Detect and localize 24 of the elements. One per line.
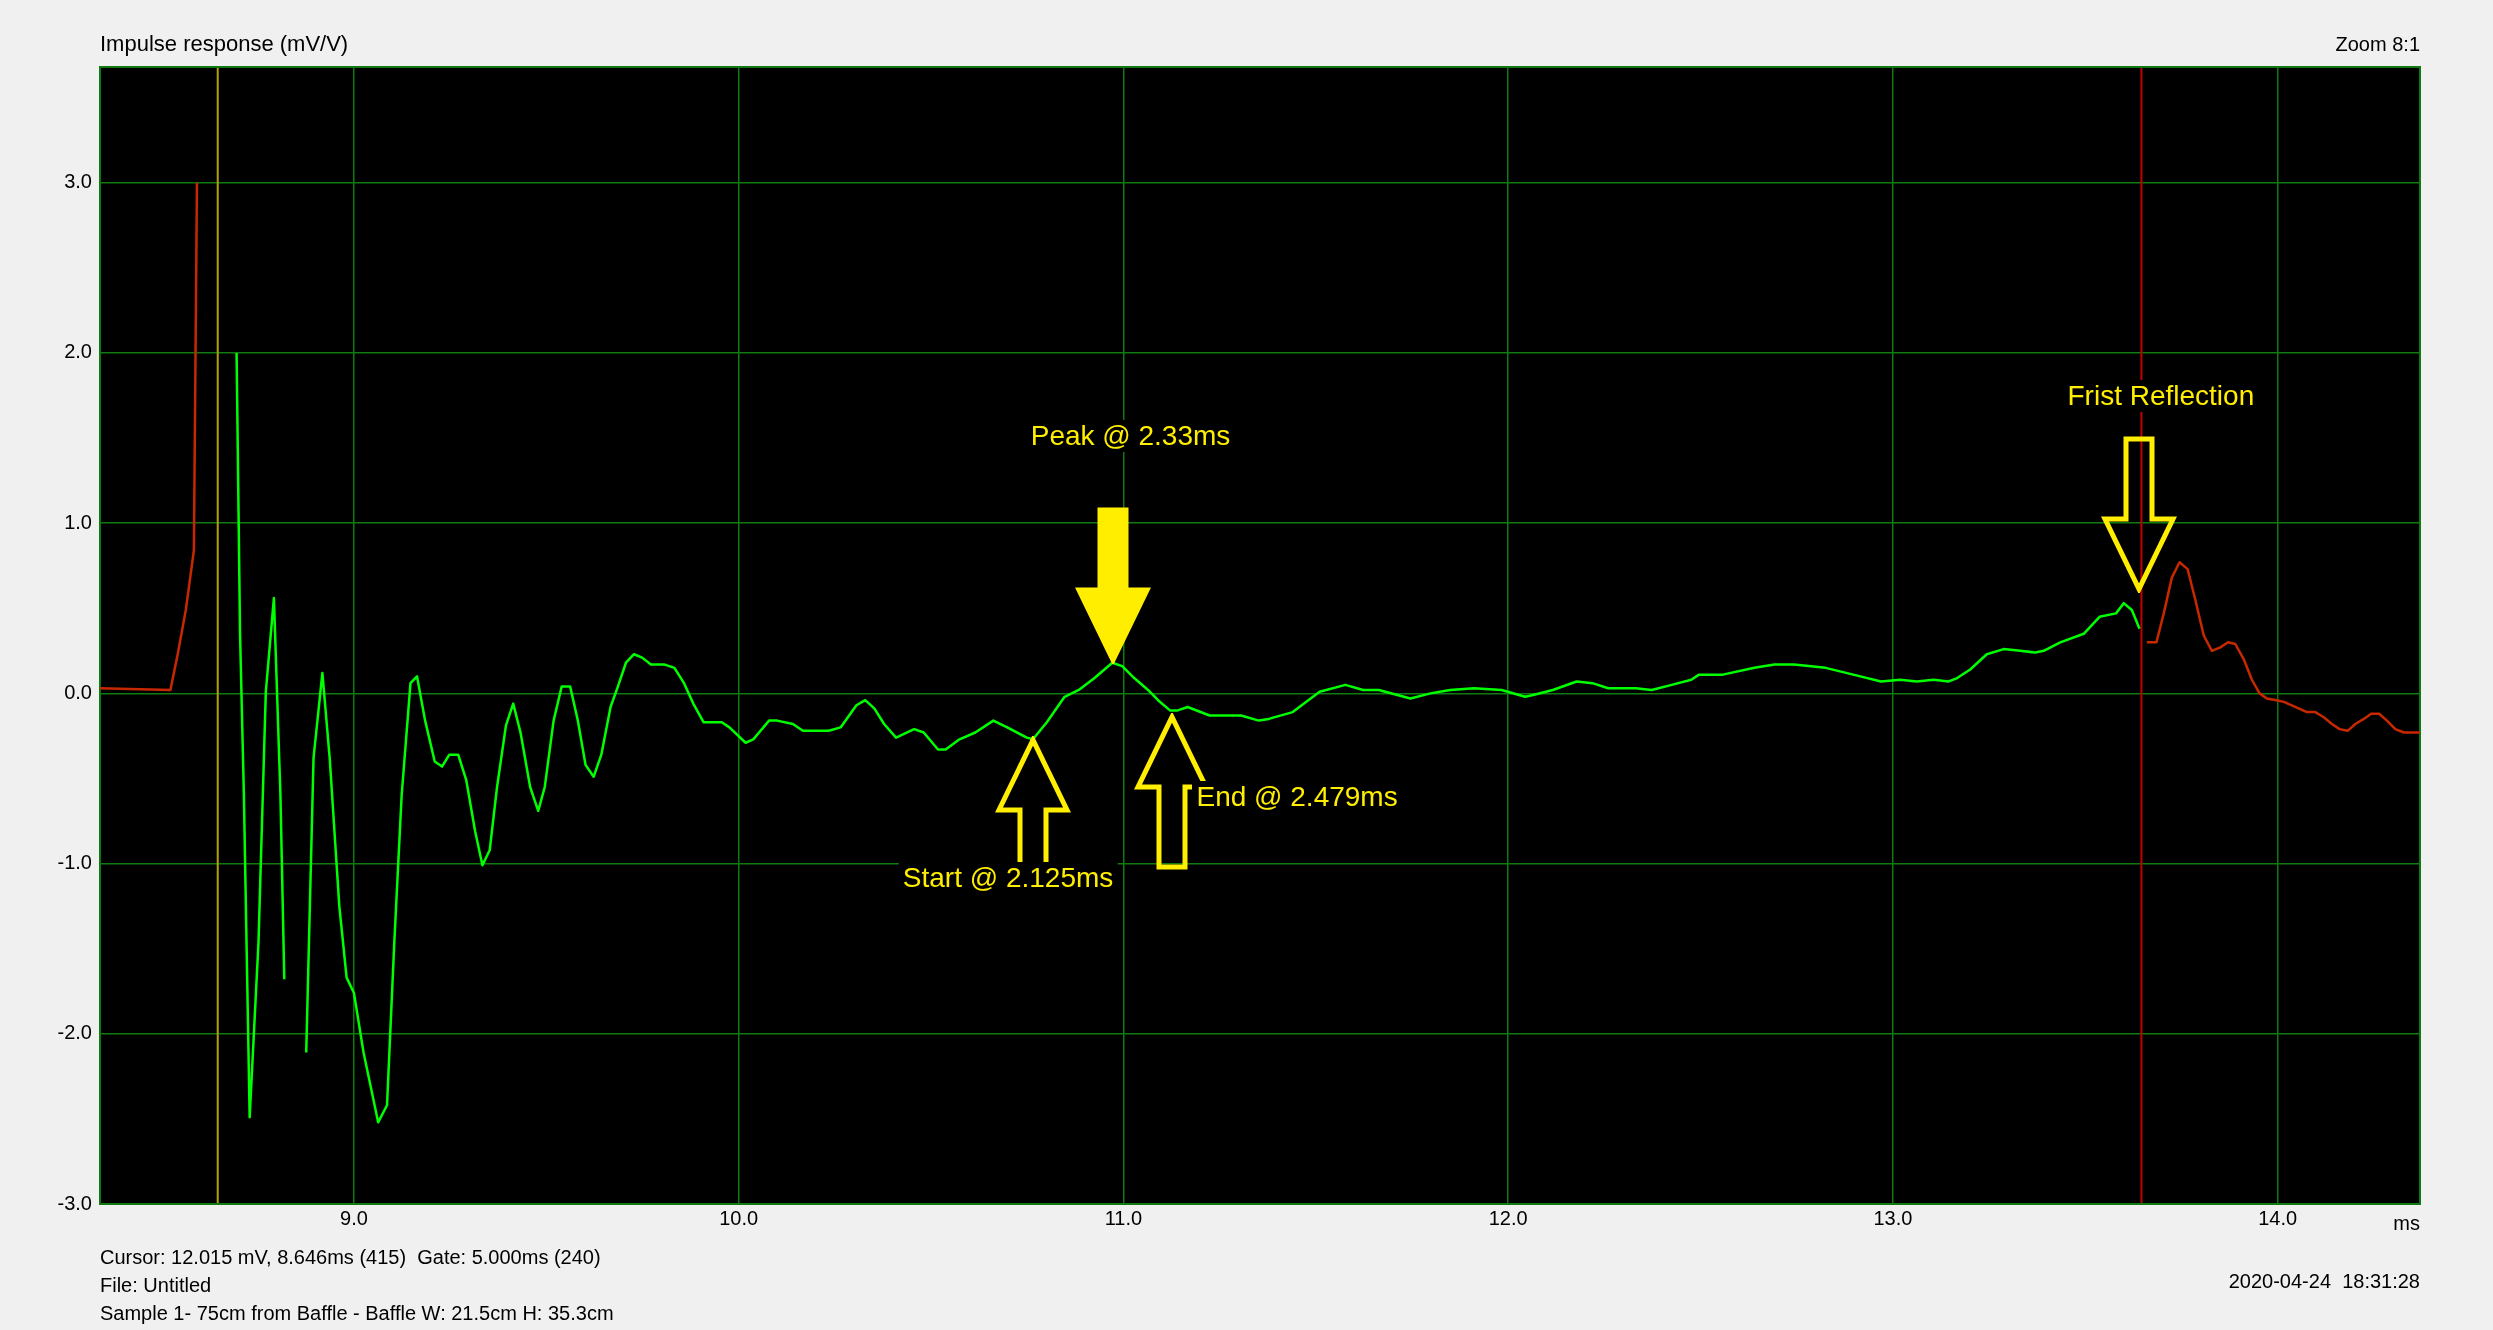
y-axis-title: Impulse response (mV/V) [100, 31, 349, 57]
y-tick-label: -1.0 [57, 851, 92, 874]
x-tick-label: 10.0 [719, 1206, 759, 1229]
text: Cursor: 12.015 mV, 8.646ms (415) Gate: 5.000ms (240) [100, 1246, 601, 1269]
x-tick-label: 14.0 [2258, 1206, 2298, 1229]
y-tick-label: 0.0 [64, 680, 92, 703]
text: Sample 1- 75cm from Baffle - Baffle W: 21.5cm H: 35.3cm [100, 1302, 614, 1325]
y-tick-label: -2.0 [57, 1021, 92, 1044]
annotation: Start @ 2.125ms [898, 861, 1118, 894]
annotation: Peak @ 2.33ms [1026, 419, 1235, 452]
y-tick-label: 2.0 [64, 340, 92, 363]
y-tick-label: 1.0 [64, 510, 92, 533]
text: File: Untitled [100, 1274, 212, 1297]
annotation: End @ 2.479ms [1192, 780, 1402, 813]
y-tick-label: -3.0 [57, 1191, 92, 1214]
x-tick-label: 13.0 [1873, 1206, 1913, 1229]
x-tick-label: 12.0 [1488, 1206, 1528, 1229]
x-tick-label: 11.0 [1104, 1206, 1143, 1229]
x-tick-label: 9.0 [340, 1206, 368, 1229]
annotation: Frist Reflection [2063, 379, 2259, 412]
x-axis-title: ms [2393, 1212, 2420, 1235]
text: Zoom 8:1 [2335, 33, 2420, 56]
text: 2020-04-24 18:31:28 [2228, 1270, 2420, 1293]
y-tick-label: 3.0 [64, 170, 92, 193]
